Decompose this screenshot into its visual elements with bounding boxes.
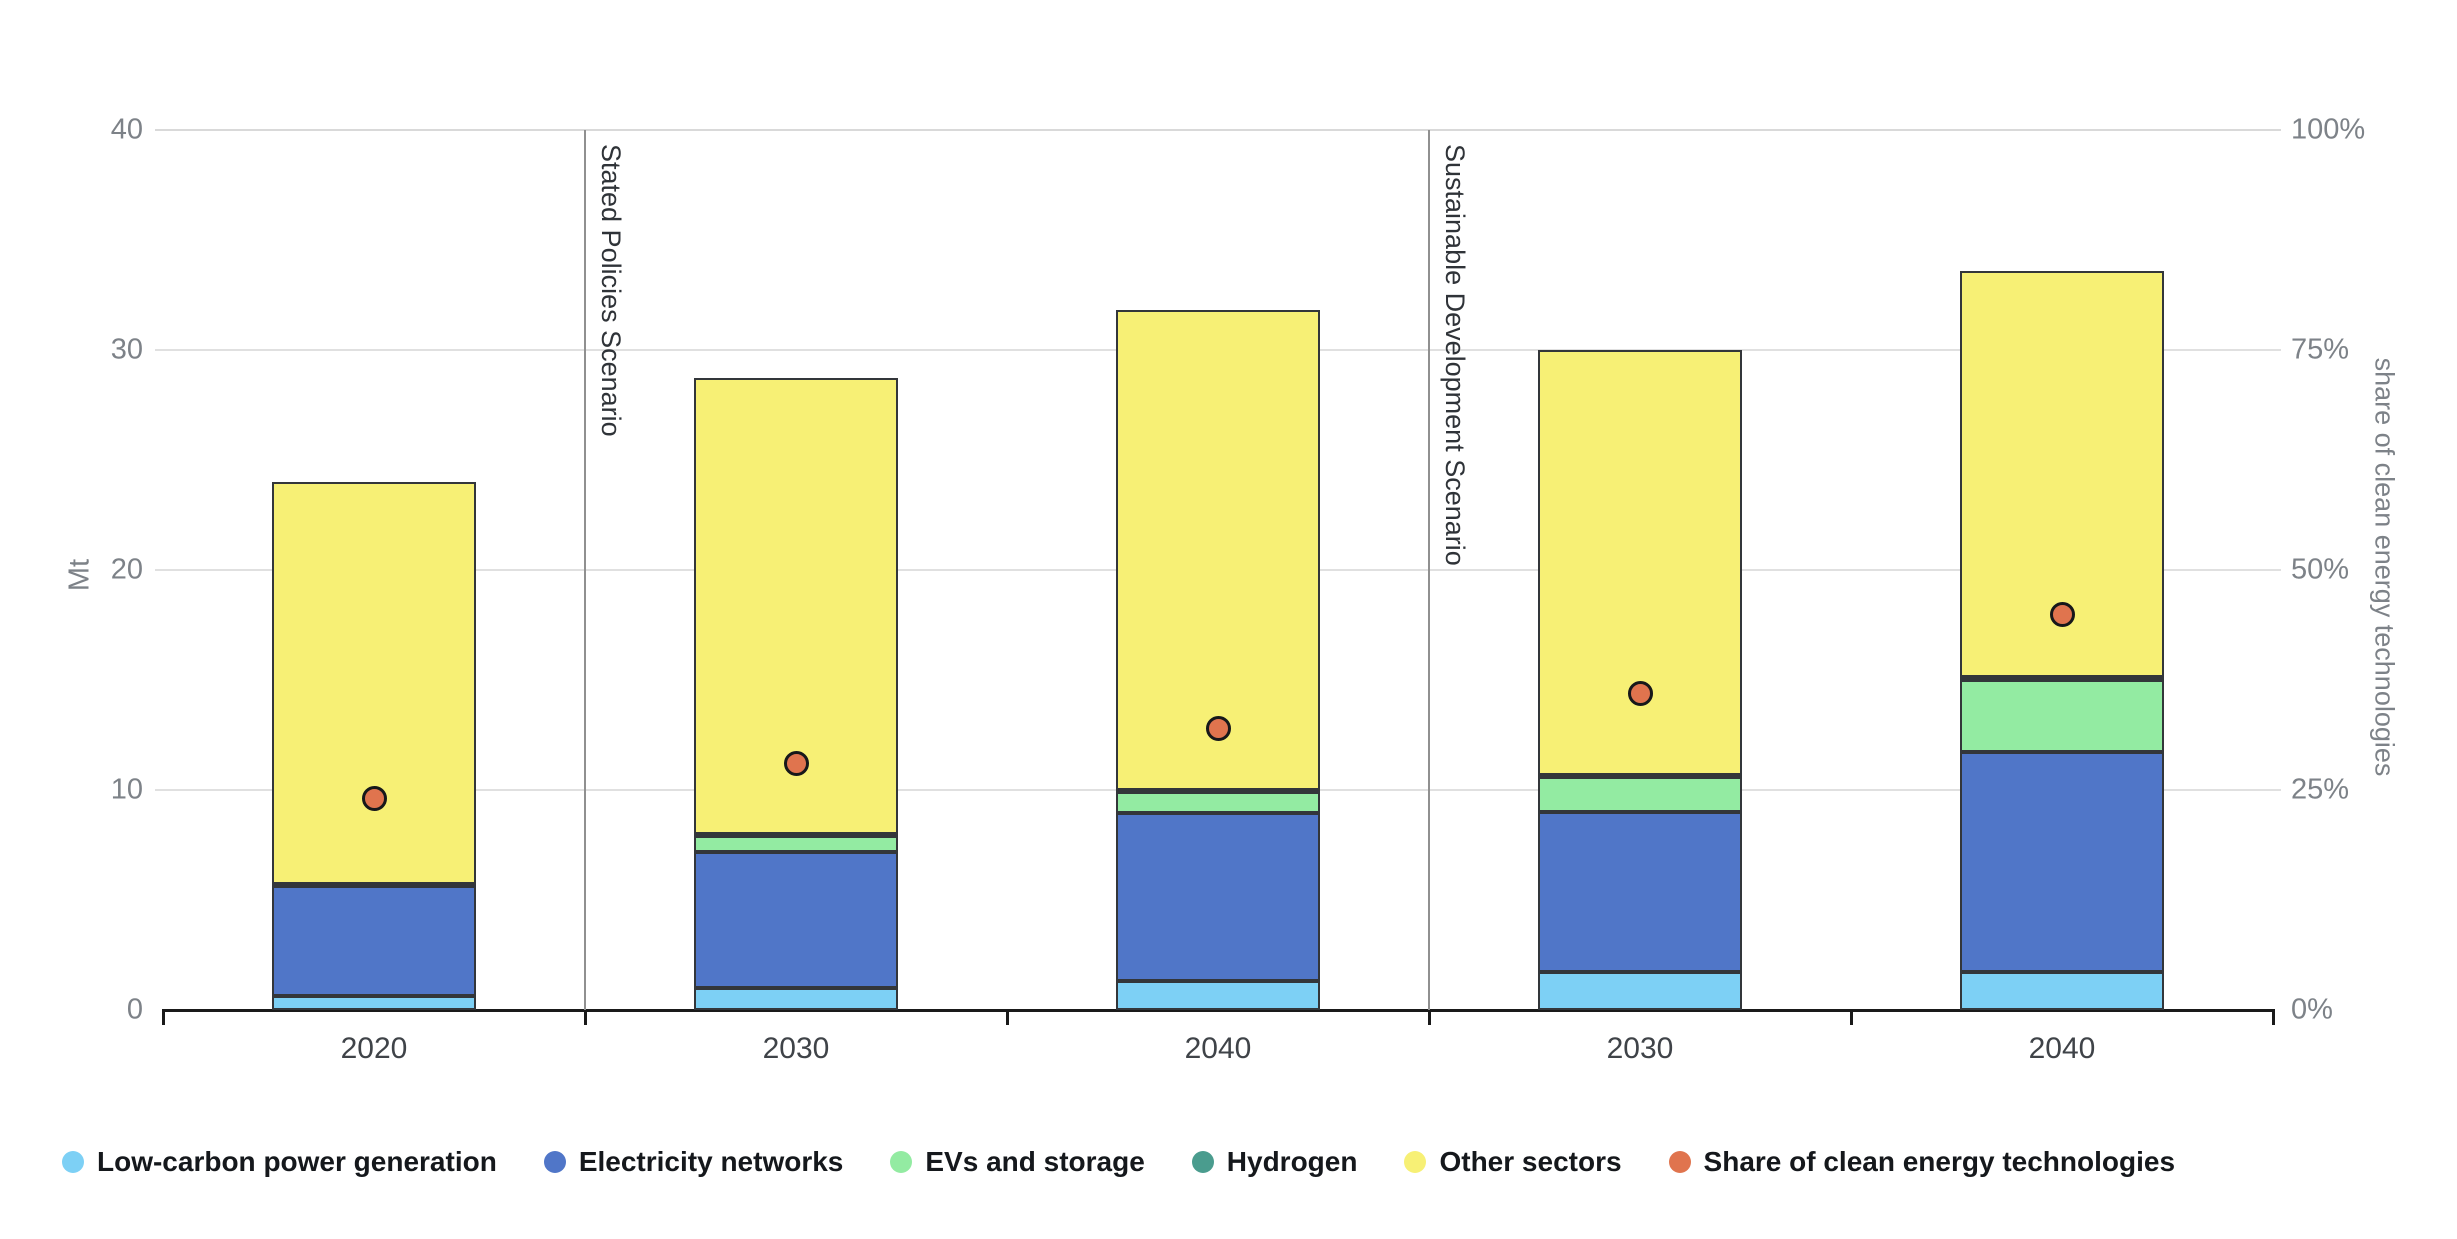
bar-segment-hydrogen — [1538, 774, 1742, 779]
y-axis-right-tick-label: 50% — [2291, 553, 2350, 586]
bar-segment-electricity-networks — [1116, 813, 1320, 982]
legend-item-low-carbon-power-generation[interactable]: Low-carbon power generation — [62, 1146, 497, 1178]
legend-swatch-icon — [543, 1151, 566, 1173]
x-axis-line — [162, 1009, 2275, 1012]
scenario-divider-line — [1428, 130, 1430, 1010]
x-axis-tick — [1005, 1011, 1009, 1025]
bar-segment-hydrogen — [1116, 790, 1320, 794]
share-of-clean-energy-dot — [783, 751, 809, 777]
bar-segment-other-sectors — [1538, 350, 1742, 775]
y-axis-right-tick-label: 25% — [2291, 773, 2350, 806]
bar-segment-other-sectors — [1116, 310, 1320, 790]
bar-segment-electricity-networks — [694, 851, 898, 988]
x-axis-tick — [2271, 1011, 2275, 1025]
bar-segment-low-carbon-power-generation — [1116, 981, 1320, 1010]
bar-segment-low-carbon-power-generation — [1538, 971, 1742, 1010]
scenario-divider-label: Sustainable Development Scenario — [1440, 144, 1470, 566]
bar-segment-low-carbon-power-generation — [272, 995, 476, 1010]
bar-segment-other-sectors — [272, 482, 476, 884]
y-axis-right-title: share of clean energy technologies — [2369, 357, 2400, 777]
legend-item-evs-and-storage[interactable]: EVs and storage — [890, 1146, 1145, 1178]
bar-segment-electricity-networks — [1960, 751, 2164, 972]
bar-segment-low-carbon-power-generation — [694, 988, 898, 1010]
share-of-clean-energy-dot — [2049, 601, 2075, 627]
legend-label: Other sectors — [1439, 1146, 1622, 1177]
legend-swatch-icon — [1668, 1151, 1691, 1173]
x-axis-tick — [161, 1011, 165, 1025]
share-of-clean-energy-dot — [1627, 680, 1653, 706]
legend-item-hydrogen[interactable]: Hydrogen — [1191, 1146, 1358, 1178]
y-axis-right-tick-label: 0% — [2291, 993, 2333, 1026]
x-axis-category-label: 2040 — [2028, 1032, 2096, 1065]
bar-segment-evs-and-storage — [272, 883, 476, 888]
legend-label: Share of clean energy technologies — [1703, 1146, 2176, 1177]
legend-swatch-icon — [62, 1151, 84, 1173]
legend-item-other-sectors[interactable]: Other sectors — [1404, 1146, 1622, 1178]
legend-swatch-icon — [1191, 1151, 1214, 1173]
y-axis-left-tick-label: 10 — [110, 773, 143, 806]
x-axis-tick — [1427, 1011, 1431, 1025]
legend-label: Low-carbon power generation — [97, 1146, 497, 1177]
share-of-clean-energy-dot — [1205, 715, 1231, 741]
x-axis-category-label: 2040 — [1184, 1032, 1252, 1065]
y-axis-left-tick-label: 20 — [110, 553, 143, 586]
legend-label: EVs and storage — [925, 1146, 1145, 1177]
x-axis-category-label: 2020 — [340, 1032, 408, 1065]
share-of-clean-energy-dot — [361, 786, 387, 812]
chart-legend: Low-carbon power generation Electricity n… — [62, 1146, 2175, 1178]
bar-segment-low-carbon-power-generation — [1960, 971, 2164, 1010]
legend-item-electricity-networks[interactable]: Electricity networks — [543, 1146, 844, 1178]
gridline — [155, 129, 2281, 131]
y-axis-left-tick-label: 30 — [110, 333, 143, 366]
y-axis-left-tick-label: 40 — [110, 113, 143, 146]
bar-segment-evs-and-storage — [1960, 680, 2164, 752]
legend-label: Hydrogen — [1226, 1146, 1358, 1177]
bar-segment-hydrogen — [694, 833, 898, 838]
y-axis-right-tick-label: 100% — [2291, 113, 2366, 146]
x-axis-tick — [583, 1011, 587, 1025]
bar-segment-evs-and-storage — [1116, 791, 1320, 814]
y-axis-right-tick-label: 75% — [2291, 333, 2350, 366]
legend-swatch-icon — [890, 1151, 913, 1173]
bar-segment-hydrogen — [1960, 676, 2164, 681]
legend-swatch-icon — [1404, 1151, 1427, 1173]
y-axis-left-tick-label: 0 — [126, 993, 143, 1026]
x-axis-tick — [1849, 1011, 1853, 1025]
legend-item-share-of-clean-energy-technologies[interactable]: Share of clean energy technologies — [1668, 1146, 2176, 1178]
scenario-divider-label: Stated Policies Scenario — [596, 144, 626, 437]
scenario-divider-line — [584, 130, 586, 1010]
x-axis-category-label: 2030 — [1606, 1032, 1674, 1065]
bar-segment-evs-and-storage — [1538, 775, 1742, 812]
x-axis-category-label: 2030 — [762, 1032, 830, 1065]
bar-segment-electricity-networks — [1538, 812, 1742, 972]
y-axis-left-title: Mt — [63, 558, 96, 592]
bar-segment-electricity-networks — [272, 884, 476, 996]
legend-label: Electricity networks — [578, 1146, 844, 1177]
